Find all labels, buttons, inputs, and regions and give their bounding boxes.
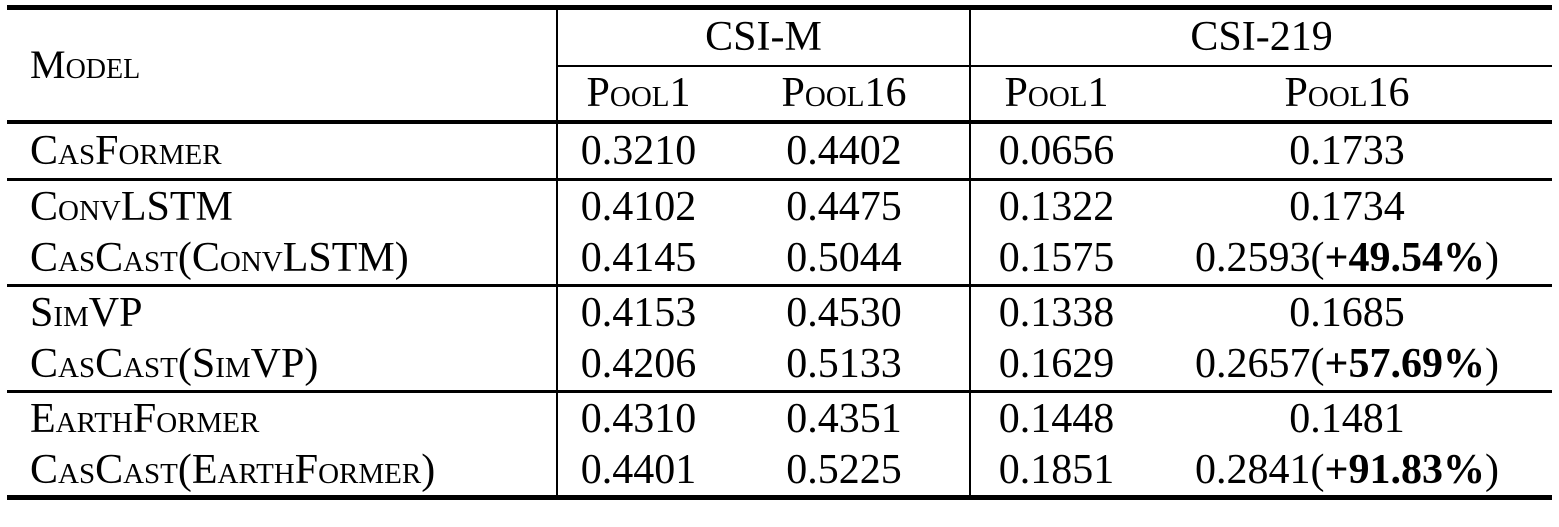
model-name-cell: CasCast(EarthFormer) xyxy=(30,446,436,493)
model-name-cell: CasCast(ConvLSTM) xyxy=(30,235,409,282)
header-csi-219-pool16: Pool16 xyxy=(1284,70,1410,116)
table-row: CasCast(ConvLSTM) 0.4145 0.5044 0.1575 0… xyxy=(7,232,1552,286)
metric-value-cell: 0.1481 xyxy=(1142,390,1553,445)
metric-value-cell: 0.3210 xyxy=(556,120,719,180)
gain-paren-close: ) xyxy=(1484,446,1499,493)
metric-value-with-gain-cell: 0.2841(+91.83%) xyxy=(1142,445,1552,498)
metric-value-cell: 0.4402 xyxy=(719,120,971,180)
metric-value-cell: 0.1733 xyxy=(1142,120,1553,180)
gain-paren-close: ) xyxy=(1484,341,1499,388)
metric-value: 0.2657 xyxy=(1195,341,1311,388)
header-csi-219-pool1: Pool1 xyxy=(969,65,1143,122)
metric-value-cell: 0.1734 xyxy=(1142,178,1553,233)
metric-value-cell: 0.4530 xyxy=(719,284,971,339)
metric-value: 0.2841 xyxy=(1195,446,1311,493)
table-row: ConvLSTM 0.4102 0.4475 0.1322 0.1734 xyxy=(7,178,1553,233)
header-model: Model xyxy=(30,41,141,87)
header-group-row: Model CSI-M CSI-219 xyxy=(7,7,1553,84)
model-name-cell: SimVP xyxy=(7,284,557,339)
metric-value-cell: 0.4310 xyxy=(556,390,719,445)
metric-value-cell: 0.4153 xyxy=(556,284,719,339)
metric-value-cell: 0.4102 xyxy=(556,178,719,233)
metric-value-cell: 0.1322 xyxy=(969,178,1143,233)
model-name-cell: CasCast(SimVP) xyxy=(30,341,319,388)
metric-value-cell: 0.5133 xyxy=(786,341,902,388)
table-header: Model CSI-M CSI-219 Pool1 Pool16 Pool1 P… xyxy=(7,7,1553,122)
group-earthformer: EarthFormer 0.4310 0.4351 0.1448 0.1481 … xyxy=(7,390,1553,498)
gain-percent: +49.54% xyxy=(1324,235,1485,282)
results-table: Model CSI-M CSI-219 Pool1 Pool16 Pool1 P… xyxy=(7,5,1553,500)
metric-value-with-gain-cell: 0.2657(+57.69%) xyxy=(1142,339,1552,392)
group-simvp: SimVP 0.4153 0.4530 0.1338 0.1685 CasCas… xyxy=(7,284,1553,392)
table-row: EarthFormer 0.4310 0.4351 0.1448 0.1481 xyxy=(7,390,1553,445)
gain-paren-open: ( xyxy=(1310,235,1325,282)
header-csi-m-pool1: Pool1 xyxy=(556,65,719,122)
header-csi-m-pool16: Pool16 xyxy=(781,70,907,116)
model-name-cell: ConvLSTM xyxy=(7,178,557,233)
model-name-cell: EarthFormer xyxy=(7,390,557,445)
metric-value-cell: 0.1629 xyxy=(969,338,1143,392)
gain-paren-open: ( xyxy=(1310,446,1325,493)
header-csi-219: CSI-219 xyxy=(969,7,1553,67)
metric-value-cell: 0.4351 xyxy=(719,390,971,445)
metric-value-cell: 0.1448 xyxy=(969,390,1143,445)
metric-value-cell: 0.1338 xyxy=(969,284,1143,339)
metric-value-cell: 0.4401 xyxy=(556,444,719,498)
model-name-cell: CasFormer xyxy=(7,120,557,180)
metric-value-cell: 0.4206 xyxy=(556,338,719,392)
header-pool-row: Pool1 Pool16 Pool1 Pool16 xyxy=(7,65,1552,122)
gain-paren-open: ( xyxy=(1310,341,1325,388)
table-row: CasCast(SimVP) 0.4206 0.5133 0.1629 0.26… xyxy=(7,338,1552,392)
header-csi-m: CSI-M xyxy=(555,7,971,67)
metric-value-cell: 0.4475 xyxy=(719,178,971,233)
gain-percent: +91.83% xyxy=(1324,446,1485,493)
metric-value-with-gain-cell: 0.2593(+49.54%) xyxy=(1142,233,1552,286)
table-row: CasCast(EarthFormer) 0.4401 0.5225 0.185… xyxy=(7,444,1552,498)
group-casformer: CasFormer 0.3210 0.4402 0.0656 0.1733 xyxy=(7,120,1553,180)
table-row: SimVP 0.4153 0.4530 0.1338 0.1685 xyxy=(7,284,1553,339)
metric-value-cell: 0.1685 xyxy=(1142,284,1553,339)
metric-value-cell: 0.1851 xyxy=(969,444,1143,498)
table-row: CasFormer 0.3210 0.4402 0.0656 0.1733 xyxy=(7,120,1553,180)
metric-value-cell: 0.5225 xyxy=(786,446,902,493)
gain-paren-close: ) xyxy=(1484,235,1499,282)
metric-value-cell: 0.0656 xyxy=(969,120,1143,180)
metric-value-cell: 0.4145 xyxy=(556,232,719,286)
metric-value: 0.2593 xyxy=(1195,235,1311,282)
group-convlstm: ConvLSTM 0.4102 0.4475 0.1322 0.1734 Cas… xyxy=(7,178,1553,286)
metric-value-cell: 0.5044 xyxy=(786,235,902,282)
metric-value-cell: 0.1575 xyxy=(969,232,1143,286)
gain-percent: +57.69% xyxy=(1324,341,1485,388)
